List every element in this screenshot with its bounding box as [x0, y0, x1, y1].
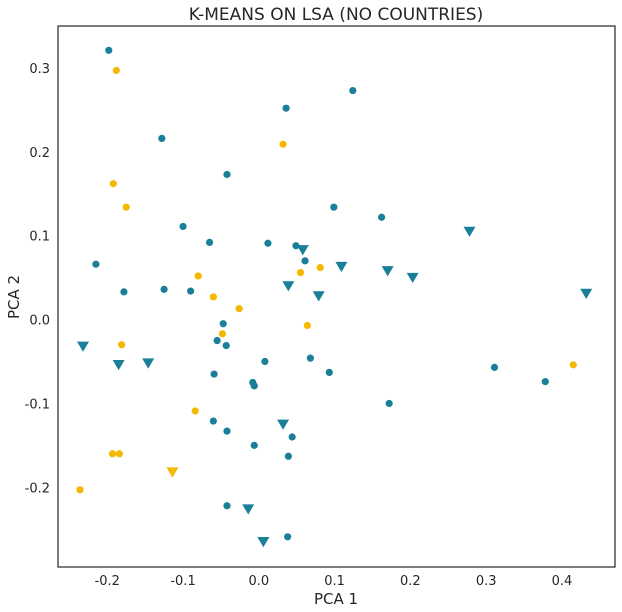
x-tick-label: 0.4 [552, 574, 573, 589]
data-point-series-2-11 [218, 330, 227, 338]
data-point-series-1-9 [205, 238, 214, 246]
data-point-series-1-18 [213, 336, 221, 345]
data-point-series-1-21 [306, 354, 314, 362]
data-point-series-3-10 [112, 360, 125, 371]
data-point-series-3-7 [580, 288, 593, 299]
y-axis-ticks: -0.2 -0.1 0.0 0.1 0.2 0.3 [25, 62, 50, 496]
data-point-series-3-3 [335, 261, 348, 273]
x-tick-label: 0.1 [324, 574, 345, 589]
data-point-series-3-8 [312, 291, 325, 302]
data-point-series-2-2 [279, 140, 287, 148]
data-point-series-1-14 [160, 285, 168, 293]
x-axis-label: PCA 1 [314, 590, 358, 608]
data-point-series-2-12 [118, 341, 126, 349]
data-point-series-3-6 [282, 281, 295, 292]
data-point-series-1-26 [490, 363, 499, 371]
data-point-series-1-31 [288, 433, 296, 441]
data-point-series-1-35 [284, 533, 292, 541]
data-point-series-3-1 [463, 226, 476, 237]
data-point-series-3-14 [257, 537, 270, 548]
data-point-series-1-4 [158, 134, 166, 142]
data-point-series-2-15 [108, 450, 117, 458]
data-point-series-2-5 [194, 272, 202, 280]
data-point-series-1-13 [92, 260, 100, 268]
data-point-series-2-16 [115, 450, 123, 458]
data-point-series-1-7 [377, 213, 386, 221]
y-tick-label: 0.1 [29, 230, 50, 245]
data-point-series-1-20 [261, 357, 269, 366]
data-point-series-2-7 [316, 263, 324, 272]
data-point-series-3-5 [406, 272, 419, 284]
y-tick-label: -0.2 [25, 481, 50, 496]
data-point-series-1-16 [187, 287, 195, 295]
data-point-series-2-10 [303, 321, 311, 330]
data-point-series-1-27 [541, 378, 549, 386]
data-point-series-3-4 [381, 266, 394, 277]
data-point-series-2-6 [296, 268, 305, 277]
data-point-series-2-1 [112, 66, 120, 75]
data-point-series-1-1 [105, 46, 113, 54]
data-point-series-1-32 [250, 441, 258, 449]
data-point-series-1-25 [250, 382, 258, 390]
data-point-series-1-30 [223, 427, 231, 435]
data-point-series-1-6 [330, 203, 338, 211]
data-point-series-1-34 [223, 502, 231, 510]
data-point-series-2-13 [569, 361, 577, 369]
data-marks [76, 46, 593, 548]
x-axis-ticks: -0.2 -0.1 0.0 0.1 0.2 0.3 0.4 [95, 574, 573, 589]
data-point-series-3-13 [242, 504, 255, 515]
data-point-series-1-8 [179, 222, 187, 231]
data-point-series-3-9 [77, 341, 90, 352]
data-point-series-1-33 [284, 452, 292, 460]
data-point-series-1-23 [210, 370, 218, 378]
data-point-series-3-12 [277, 419, 290, 430]
data-point-series-1-12 [301, 257, 309, 265]
data-point-series-1-22 [325, 368, 333, 377]
data-point-series-1-19 [222, 341, 230, 350]
x-tick-label: -0.1 [170, 574, 195, 589]
chart-title: K-MEANS ON LSA (NO COUNTRIES) [189, 5, 483, 25]
data-point-series-2-8 [209, 293, 217, 301]
data-point-series-1-15 [120, 288, 128, 296]
data-point-series-2-3 [109, 180, 117, 188]
data-point-series-1-10 [264, 239, 272, 247]
data-point-series-1-5 [223, 170, 231, 179]
data-point-series-2-14 [191, 407, 199, 415]
data-point-series-2-4 [122, 203, 130, 211]
data-point-series-2-17 [76, 486, 84, 494]
data-point-series-1-28 [385, 399, 393, 408]
plot-frame [57, 25, 616, 568]
data-point-series-1-2 [349, 86, 357, 95]
data-point-series-1-29 [209, 417, 217, 425]
x-tick-label: -0.2 [95, 574, 120, 589]
data-point-series-4-1 [166, 467, 179, 478]
y-tick-label: 0.0 [29, 314, 50, 329]
y-tick-label: 0.2 [29, 146, 50, 161]
x-tick-label: 0.3 [476, 574, 497, 589]
data-point-series-3-2 [296, 245, 309, 256]
data-point-series-2-9 [235, 305, 243, 313]
data-point-series-1-17 [219, 320, 227, 328]
data-point-series-1-11 [292, 242, 300, 250]
y-tick-label: -0.1 [25, 397, 50, 412]
data-point-series-1-3 [282, 104, 290, 112]
y-axis-label: PCA 2 [5, 275, 23, 319]
x-tick-label: 0.2 [400, 574, 421, 589]
x-tick-label: 0.0 [248, 574, 269, 589]
data-point-series-3-11 [142, 358, 155, 369]
y-tick-label: 0.3 [29, 62, 50, 77]
